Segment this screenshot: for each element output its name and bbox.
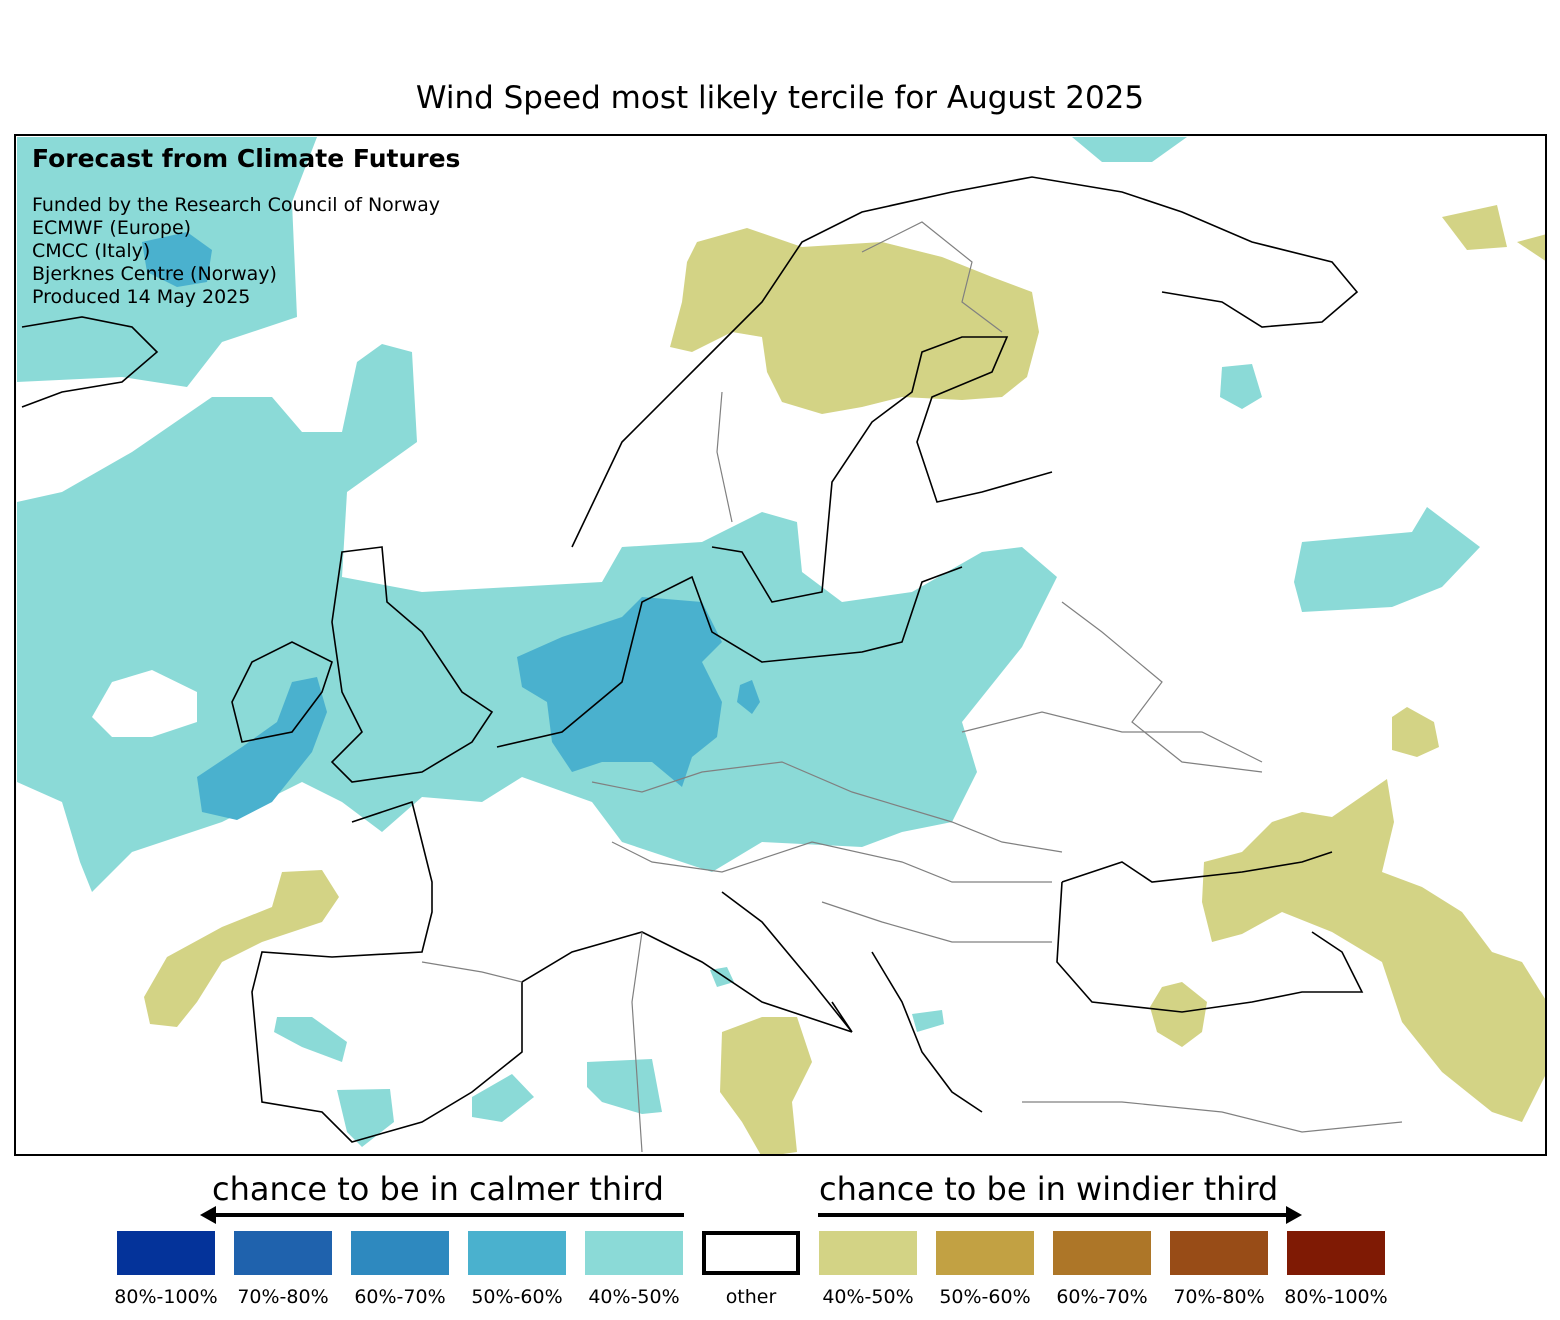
credit-line: Bjerknes Centre (Norway) [32,263,277,285]
region-sicily [720,1017,812,1154]
map-title: Wind Speed most likely tercile for Augus… [415,80,1145,116]
country-borders [421,221,1403,1153]
region-caucasus-turkey [1202,779,1545,1122]
region-barents [1072,137,1187,162]
region-greece-small [912,1010,944,1032]
legend-swatch [468,1231,566,1275]
info-heading: Forecast from Climate Futures [32,144,461,173]
windier-legend-heading: chance to be in windier third [819,1170,1279,1208]
legend-swatch [936,1231,1034,1275]
legend-label: 70%-80% [237,1286,329,1308]
region-small-blue [737,680,760,714]
calmer-arrow [212,1213,684,1217]
region-med-west [472,1074,534,1122]
legend-swatch [1170,1231,1268,1275]
legend-label: 40%-50% [588,1286,680,1308]
region-scandinavia [670,228,1039,414]
info-credits: Funded by the Research Council of Norway… [32,194,440,309]
legend-swatch [117,1231,215,1275]
legend-swatch [702,1231,800,1275]
credit-line: Funded by the Research Council of Norway [32,194,441,216]
legend-swatch [234,1231,332,1275]
region-atlantic-west [17,344,1057,892]
region-arctic-east2 [1517,234,1545,261]
legend-label: 40%-50% [822,1286,914,1308]
region-sardinia [587,1059,662,1114]
legend-label: 60%-70% [354,1286,446,1308]
calmer-50-60-regions [142,232,760,820]
legend-swatch [1053,1231,1151,1275]
region-white-sea [1220,364,1262,409]
region-spain [274,1017,347,1062]
credit-line: Produced 14 May 2025 [32,286,251,308]
region-iceland-blue [142,232,212,287]
coastlines [21,176,1364,1143]
region-iberia-nw [144,870,339,1027]
region-spain-south [337,1089,394,1147]
calmer-legend-heading: chance to be in calmer third [212,1170,664,1208]
arrow-left-icon [200,1206,216,1224]
legend-label: 60%-70% [1056,1286,1148,1308]
region-ukraine [1392,707,1439,757]
legend-label: other [725,1286,777,1308]
legend-swatch [585,1231,683,1275]
legend-label: 80%-100% [114,1286,218,1308]
legend-label: 50%-60% [471,1286,563,1308]
region-north-sea [517,597,722,787]
legend-label: 70%-80% [1173,1286,1265,1308]
arrow-right-icon [1286,1206,1302,1224]
credit-line: ECMWF (Europe) [32,217,192,239]
legend-label: 50%-60% [939,1286,1031,1308]
region-ireland-sw [197,677,327,820]
map-canvas [17,137,1545,1154]
clear-area-west [92,670,197,737]
region-arctic-east [1442,205,1507,250]
credit-line: CMCC (Italy) [32,240,151,262]
legend-label: 80%-100% [1284,1286,1388,1308]
legend-swatch [819,1231,917,1275]
region-east [1294,507,1480,612]
windier-arrow [818,1213,1290,1217]
legend-swatch [351,1231,449,1275]
legend-swatch [1287,1231,1385,1275]
forecast-map: Forecast from Climate Futures Funded by … [14,134,1547,1156]
region-black-sea [1150,982,1207,1047]
